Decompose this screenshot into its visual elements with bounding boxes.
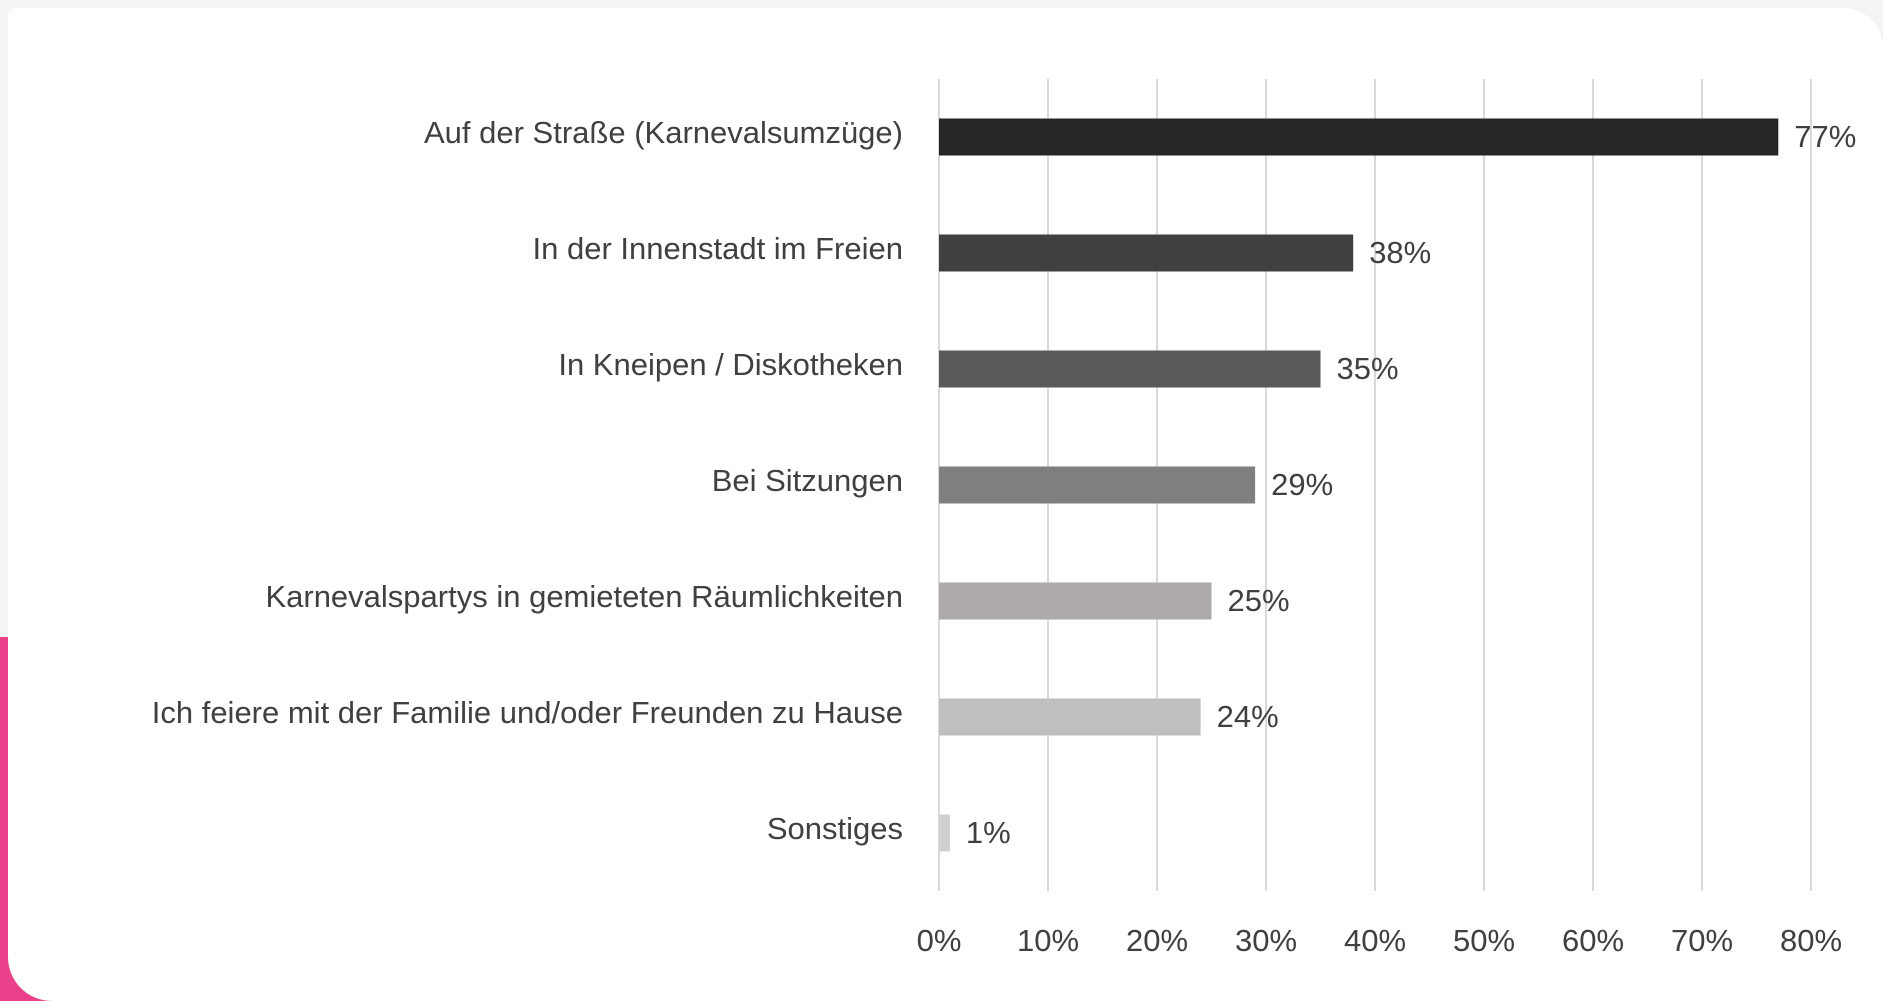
category-label: Karnevalspartys in gemieteten Räumlichke… [265,579,903,614]
bar [939,350,1321,388]
data-label: 35% [1337,351,1399,386]
category-label: Auf der Straße (Karnevalsumzüge) [424,115,903,150]
bar [939,582,1212,620]
category-label: Bei Sitzungen [712,463,903,498]
x-tick-label: 40% [1344,923,1406,958]
category-label: In Kneipen / Diskotheken [558,347,903,382]
category-label: Ich feiere mit der Familie und/oder Freu… [152,695,903,730]
data-label: 24% [1217,699,1279,734]
x-tick-label: 60% [1562,923,1624,958]
data-label: 29% [1271,467,1333,502]
data-label: 25% [1228,583,1290,618]
category-label: In der Innenstadt im Freien [533,231,903,266]
x-tick-label: 70% [1671,923,1733,958]
x-tick-label: 80% [1780,923,1842,958]
x-tick-label: 50% [1453,923,1515,958]
x-tick-label: 10% [1017,923,1079,958]
x-tick-label: 30% [1235,923,1297,958]
category-label: Sonstiges [767,811,903,846]
bar [939,466,1256,504]
x-tick-label: 20% [1126,923,1188,958]
data-label: 38% [1369,235,1431,270]
data-label: 1% [966,815,1011,850]
bar [939,814,950,852]
bar [939,698,1201,736]
x-tick-label: 0% [917,923,962,958]
data-label: 77% [1794,119,1856,154]
bar [939,118,1779,156]
bar [939,234,1354,272]
